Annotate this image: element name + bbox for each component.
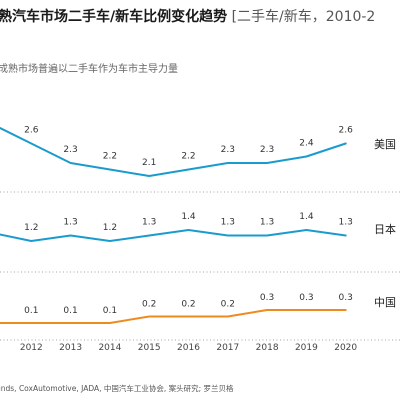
series-line-cn — [0, 309, 347, 324]
series-name-jp: 日本 — [374, 222, 396, 236]
data-label-cn: 0.1 — [103, 306, 117, 316]
data-label-us: 2.3 — [63, 145, 77, 155]
x-tick-label: 2020 — [334, 343, 357, 353]
data-label-us: 2.6 — [339, 126, 354, 136]
data-label-us: 2.3 — [221, 145, 235, 155]
data-label-jp: 1.4 — [299, 212, 314, 222]
chart-title: 熟汽车市场二手车/新车比例变化趋势 [二手车/新车，2010-2 — [0, 9, 376, 25]
data-label-jp: 1.2 — [103, 223, 117, 233]
x-tick-label: 2017 — [216, 343, 239, 353]
data-label-cn: 0.3 — [260, 293, 274, 303]
chart-subtitle: 成熟市场普遍以二手车作为车市主导力量 — [0, 64, 178, 75]
data-label-us: 2.4 — [299, 139, 314, 149]
data-label-us: 2.6 — [24, 126, 39, 136]
series-name-cn: 中国 — [374, 296, 396, 309]
data-label-jp: 1.3 — [142, 218, 156, 228]
data-labels: 2.6 2.3 2.2 2.1 2.2 2.3 2.3 2.4 2.6 1.2 1.3 1.2 1.3 1… — [24, 126, 353, 317]
data-label-jp: 1.2 — [24, 223, 38, 233]
data-label-cn: 0.1 — [24, 306, 38, 316]
data-label-cn: 0.2 — [181, 300, 195, 310]
data-label-cn: 0.3 — [299, 293, 313, 303]
data-label-us: 2.1 — [142, 158, 156, 168]
data-label-jp: 1.3 — [63, 218, 77, 228]
x-axis-ticks: 2012 2013 2014 2015 2016 2017 2018 2019 2020 — [20, 343, 358, 353]
x-tick-label: 2019 — [295, 343, 318, 353]
data-label-cn: 0.1 — [63, 306, 77, 316]
data-label-jp: 1.3 — [221, 218, 235, 228]
x-tick-label: 2013 — [59, 343, 82, 353]
data-label-us: 2.2 — [181, 152, 195, 162]
series-line-us — [0, 126, 347, 177]
data-label-us: 2.3 — [260, 145, 274, 155]
data-label-jp: 1.4 — [181, 212, 196, 222]
x-tick-label: 2018 — [256, 343, 279, 353]
series-lines — [0, 126, 347, 324]
data-label-cn: 0.3 — [339, 293, 353, 303]
source-note: unds, CoxAutomotive, JADA, 中国汽车工业协会, 案头研… — [0, 384, 234, 393]
data-label-cn: 0.2 — [142, 300, 156, 310]
x-tick-label: 2015 — [138, 343, 161, 353]
data-label-us: 2.2 — [103, 152, 117, 162]
x-tick-label: 2014 — [98, 343, 121, 353]
data-label-jp: 1.3 — [339, 218, 353, 228]
x-tick-label: 2016 — [177, 343, 200, 353]
data-label-jp: 1.3 — [260, 218, 274, 228]
x-tick-label: 2012 — [20, 343, 43, 353]
series-name-us: 美国 — [374, 138, 396, 151]
series-line-jp — [0, 229, 347, 242]
data-label-cn: 0.2 — [221, 300, 235, 310]
panel-dividers — [0, 191, 400, 341]
